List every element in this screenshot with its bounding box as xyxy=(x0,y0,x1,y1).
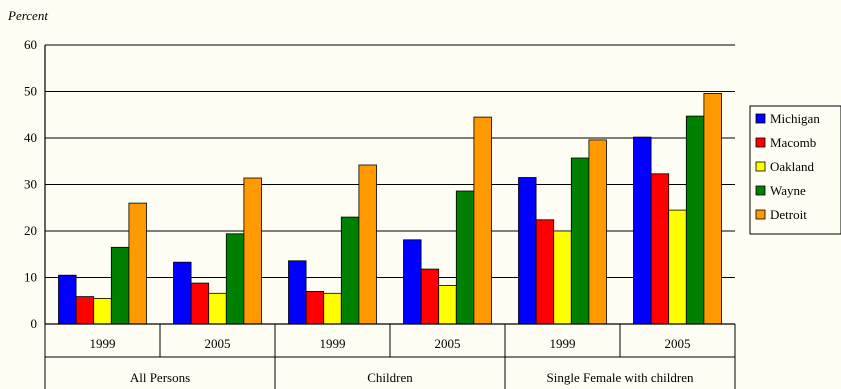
y-tick-label: 0 xyxy=(31,316,38,331)
y-tick-label: 20 xyxy=(24,223,37,238)
y-tick-label: 40 xyxy=(24,130,37,145)
bar-wayne-5 xyxy=(685,115,705,325)
bar-michigan-5 xyxy=(633,136,652,325)
axes xyxy=(44,45,736,389)
bar-macomb-5 xyxy=(650,173,670,325)
x-tick-labels: 1999 2005 All Persons 1999 2005 Children 1999 2… xyxy=(90,336,694,385)
legend-label-macomb: Macomb xyxy=(770,135,816,150)
legend: Michigan Macomb Oakland Wayne Detroit xyxy=(749,105,841,235)
group-label: All Persons xyxy=(130,370,190,385)
year-label: 2005 xyxy=(435,336,461,351)
bar-michigan-2 xyxy=(288,260,307,325)
legend-label-michigan: Michigan xyxy=(770,111,820,126)
y-tick-label: 60 xyxy=(24,37,37,52)
y-tick-label: 50 xyxy=(24,84,37,99)
bar-oakland-0 xyxy=(93,297,112,325)
bar-macomb-2 xyxy=(305,290,325,325)
bar-michigan-1 xyxy=(173,261,192,325)
bar-oakland-5 xyxy=(668,209,687,325)
grid-lines xyxy=(45,44,735,325)
group-label: Children xyxy=(367,370,413,385)
legend-swatch-michigan xyxy=(755,113,766,124)
bar-oakland-3 xyxy=(438,284,457,325)
bar-michigan-3 xyxy=(403,239,422,325)
year-label: 1999 xyxy=(90,336,116,351)
bar-wayne-1 xyxy=(225,233,245,325)
bar-macomb-1 xyxy=(190,282,210,325)
bar-macomb-3 xyxy=(420,268,440,325)
bar-detroit-5 xyxy=(703,93,722,325)
bar-wayne-2 xyxy=(340,216,360,325)
year-label: 1999 xyxy=(320,336,346,351)
bar-wayne-3 xyxy=(455,190,475,325)
legend-swatch-macomb xyxy=(755,137,766,148)
bar-macomb-4 xyxy=(535,219,555,325)
legend-swatch-detroit xyxy=(755,209,766,220)
year-label: 2005 xyxy=(205,336,231,351)
bar-wayne-4 xyxy=(570,157,590,325)
year-label: 2005 xyxy=(665,336,691,351)
bar-michigan-0 xyxy=(58,274,77,325)
bar-detroit-0 xyxy=(128,202,147,325)
bar-macomb-0 xyxy=(75,296,95,325)
legend-label-wayne: Wayne xyxy=(770,183,806,198)
legend-swatch-wayne xyxy=(755,185,766,196)
bar-detroit-3 xyxy=(473,116,492,325)
legend-label-detroit: Detroit xyxy=(770,207,807,222)
y-tick-labels: 0 10 20 30 40 50 60 xyxy=(24,37,37,331)
bar-oakland-4 xyxy=(553,230,572,325)
y-tick-label: 30 xyxy=(24,177,37,192)
bar-oakland-1 xyxy=(208,292,227,325)
bar-detroit-1 xyxy=(243,177,262,325)
legend-label-oakland: Oakland xyxy=(770,159,815,174)
group-label: Single Female with children xyxy=(547,370,694,385)
bar-detroit-4 xyxy=(588,139,607,325)
bar-michigan-4 xyxy=(518,177,537,325)
y-axis-label: Percent xyxy=(7,8,48,23)
bar-oakland-2 xyxy=(323,292,342,325)
year-label: 1999 xyxy=(550,336,576,351)
bar-wayne-0 xyxy=(110,246,130,325)
bars xyxy=(58,93,722,325)
bar-detroit-2 xyxy=(358,164,377,325)
legend-swatch-oakland xyxy=(755,161,766,172)
y-tick-label: 10 xyxy=(24,270,37,285)
